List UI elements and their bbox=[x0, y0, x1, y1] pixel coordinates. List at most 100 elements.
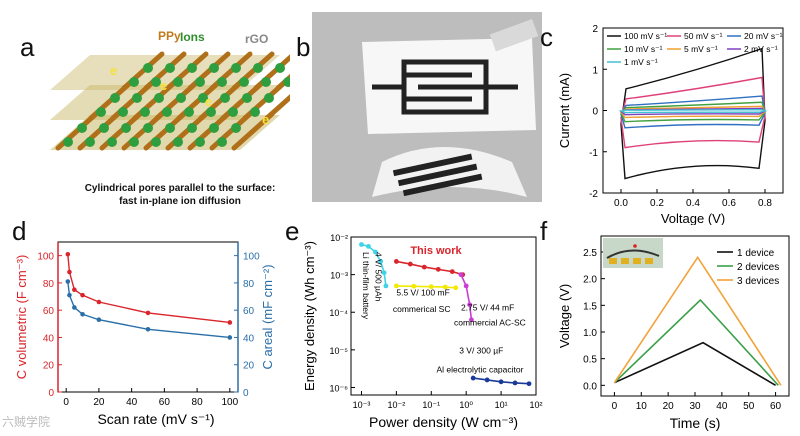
x-tick-label: 0.4 bbox=[686, 198, 700, 209]
data-point bbox=[393, 283, 399, 289]
electron-label-1: e bbox=[110, 63, 117, 78]
inset-device bbox=[645, 258, 653, 264]
ion-sphere bbox=[132, 93, 142, 103]
y-tick-label: 10⁻⁵ bbox=[330, 346, 349, 356]
y-tick-label: 1.5 bbox=[583, 301, 597, 312]
data-point-areal bbox=[96, 317, 102, 323]
ion-spheres bbox=[63, 63, 290, 147]
data-point-volumetric bbox=[67, 269, 72, 275]
legend-label: 20 mV s⁻¹ bbox=[744, 31, 783, 41]
data-point bbox=[421, 264, 427, 270]
data-point-volumetric bbox=[80, 292, 85, 298]
legend-label: 10 mV s⁻¹ bbox=[624, 44, 663, 54]
y-tick-label: 0.5 bbox=[583, 355, 597, 366]
ion-sphere bbox=[261, 77, 271, 87]
x-tick-label: 10¹ bbox=[495, 400, 508, 410]
data-point bbox=[453, 285, 459, 291]
data-point bbox=[407, 261, 413, 267]
data-point bbox=[467, 302, 473, 308]
series-line bbox=[460, 274, 473, 320]
ion-sphere bbox=[217, 77, 227, 87]
x-tick-label: 10² bbox=[529, 400, 542, 410]
inset-photo bbox=[603, 238, 663, 268]
inset-wire bbox=[606, 249, 660, 259]
x-tick-label: 30 bbox=[689, 401, 701, 412]
ion-sphere bbox=[242, 93, 252, 103]
capacitance-chart: 0 20 40 60 80 100 0 20 40 60 80 100 0 20 40 60 80 100 Scan… bbox=[14, 241, 275, 427]
annotation-ac-sc: commercial AC-SC bbox=[454, 317, 526, 327]
y-tick-label: -2 bbox=[589, 189, 598, 200]
x-tick-label: 10 bbox=[636, 401, 648, 412]
ion-sphere bbox=[121, 123, 131, 133]
x-tick-label: 80 bbox=[192, 397, 204, 408]
ion-sphere bbox=[253, 63, 263, 73]
ion-sphere bbox=[165, 63, 175, 73]
ion-sphere bbox=[63, 137, 73, 147]
electron-label-3: e bbox=[205, 94, 212, 109]
x-tick-label: 10⁰ bbox=[459, 400, 473, 410]
x-tick-label: 0.8 bbox=[758, 198, 772, 209]
y-tick-label: -1 bbox=[589, 148, 598, 159]
ion-sphere bbox=[140, 107, 150, 117]
y-tick-label-left: 40 bbox=[43, 333, 55, 344]
electron-label-2: e bbox=[160, 78, 167, 93]
data-point bbox=[512, 380, 518, 386]
data-point bbox=[435, 266, 441, 272]
data-point-areal bbox=[227, 335, 233, 340]
x-tick-label: 0.6 bbox=[722, 198, 736, 209]
annotation-li-battery: Li thin-film battery bbox=[361, 252, 371, 320]
data-point-volumetric bbox=[96, 299, 102, 305]
y-tick-label-left: 60 bbox=[43, 306, 55, 317]
data-point-areal bbox=[65, 279, 71, 284]
x-tick-label: 10⁻² bbox=[387, 400, 405, 410]
y-tick-label: 10⁻³ bbox=[330, 271, 348, 281]
data-point-areal bbox=[145, 326, 151, 332]
ion-sphere bbox=[173, 137, 183, 147]
data-point bbox=[393, 259, 399, 264]
y-axis-label-right: C areal (mF cm⁻²) bbox=[260, 264, 275, 369]
panel-letter-f: f bbox=[540, 216, 548, 246]
y-tick-label-left: 20 bbox=[43, 361, 55, 372]
x-tick-label: 0 bbox=[63, 397, 69, 408]
inset-device bbox=[621, 258, 629, 264]
ion-sphere bbox=[283, 77, 290, 87]
y-tick-label: 2.5 bbox=[583, 248, 597, 259]
data-point-volumetric bbox=[65, 251, 71, 257]
data-point bbox=[449, 269, 455, 275]
ragone-chart: 10⁻³ 10⁻² 10⁻¹ 10⁰ 10¹ 10² 10⁻⁶ 10⁻⁵ 10⁻⁴ 10⁻³ 10⁻… bbox=[302, 233, 543, 430]
data-point bbox=[469, 317, 474, 323]
inset-led bbox=[633, 244, 637, 248]
ion-sphere bbox=[129, 137, 139, 147]
annotation-2v75: 2.75 V/ 44 mF bbox=[461, 302, 514, 312]
data-point bbox=[366, 244, 371, 249]
y-tick-label-right: 0 bbox=[243, 388, 249, 399]
y-tick-label: 2.0 bbox=[583, 275, 597, 286]
plot-frame bbox=[57, 241, 239, 393]
series-line-2-devices bbox=[613, 298, 779, 386]
ion-sphere bbox=[187, 63, 197, 73]
data-point-areal bbox=[80, 311, 85, 317]
y-tick-label-right: 60 bbox=[243, 306, 255, 317]
ion-sphere bbox=[118, 107, 128, 117]
x-tick-label: 0 bbox=[612, 401, 618, 412]
inset-device bbox=[609, 258, 617, 264]
y-tick-label-right: 80 bbox=[243, 279, 255, 290]
y-tick-label-left: 80 bbox=[43, 279, 55, 290]
y-tick-label: 10⁻⁴ bbox=[329, 308, 348, 318]
inset-device bbox=[633, 258, 641, 264]
cv-curve-50 bbox=[620, 76, 766, 149]
ion-sphere bbox=[220, 93, 230, 103]
x-tick-label: 10⁻³ bbox=[353, 400, 371, 410]
ppy-label: PPy bbox=[158, 29, 181, 43]
plot-frame bbox=[350, 236, 537, 396]
series-line-3-devices bbox=[613, 255, 782, 386]
annotation-3v: 3 V/ 300 µF bbox=[459, 346, 503, 356]
data-point bbox=[484, 377, 490, 383]
gcd-chart: 0 10 20 30 40 50 60 0.0 0.5 1.0 1.5 2.0 2.5 Time (s) V… bbox=[557, 235, 790, 431]
ion-sphere bbox=[198, 93, 208, 103]
annotation-4v: 4 V/ 500 µAh bbox=[373, 252, 383, 302]
data-point bbox=[359, 242, 364, 247]
cv-curve-100 bbox=[620, 47, 766, 180]
y-tick-label: 0.0 bbox=[583, 381, 597, 392]
ion-sphere bbox=[209, 63, 219, 73]
